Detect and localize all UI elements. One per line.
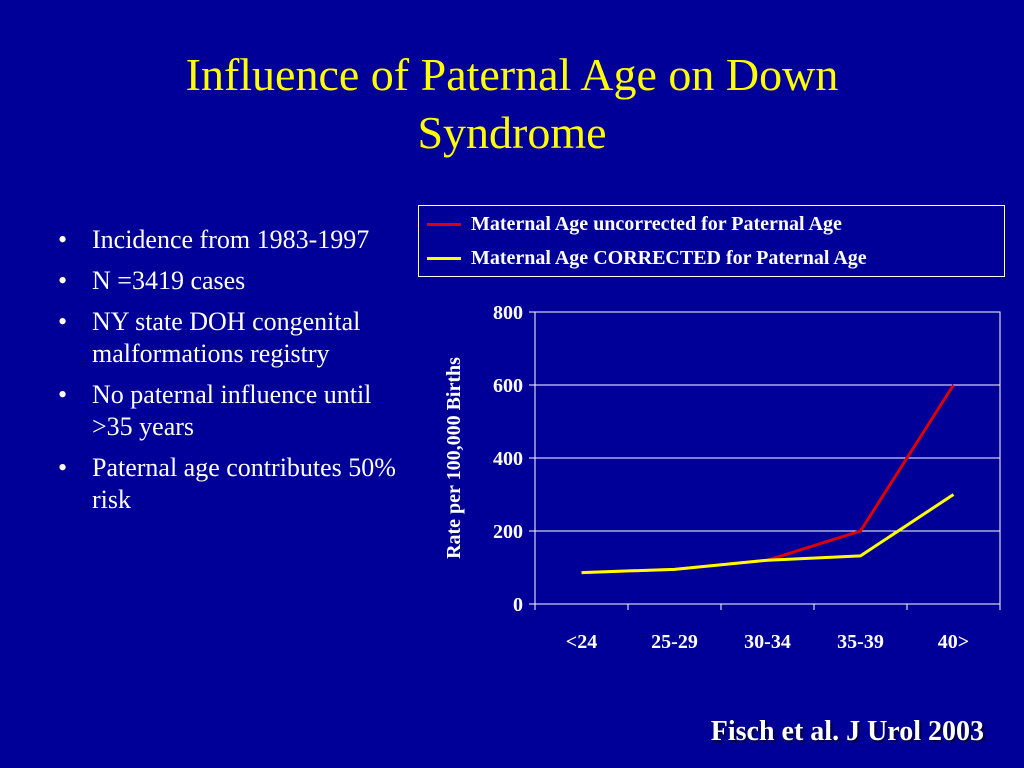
y-tick-label: 200 [493, 521, 523, 543]
legend-swatch-uncorrected [427, 222, 461, 226]
series-line-uncorrected [581, 384, 955, 575]
legend-swatch-corrected [427, 256, 461, 260]
bullet-text: Paternal age contributes 50% risk [92, 453, 396, 514]
bullet-marker: • [58, 453, 68, 482]
line-chart: 0 200 400 600 800 <24 25-29 30-34 35-39 40> Rate p… [443, 302, 1001, 653]
legend-label-corrected: Maternal Age CORRECTED for Paternal Age [471, 246, 867, 269]
legend-item-corrected: Maternal Age CORRECTED for Paternal Age [427, 244, 867, 272]
y-tick-label: 800 [493, 302, 523, 324]
bullet-text: Incidence from 1983-1997 [92, 225, 370, 254]
x-tick-label: 35-39 [837, 631, 884, 653]
y-tick-label: 0 [513, 594, 523, 616]
citation: Fisch et al. J Urol 2003 [710, 716, 984, 747]
legend-item-uncorrected: Maternal Age uncorrected for Paternal Ag… [427, 210, 842, 238]
x-tick-label: <24 [566, 631, 597, 653]
slide-title-line-2: Syndrome [417, 107, 607, 158]
bullet-marker: • [58, 307, 68, 336]
bullet-item: • No paternal influence until >35 years [56, 379, 396, 443]
x-tick-label: 25-29 [651, 631, 698, 653]
bullet-item: • NY state DOH congenital malformations r… [56, 306, 396, 370]
slide-title: Influence of Paternal Age on Down Syndro… [60, 46, 964, 162]
legend-label-uncorrected: Maternal Age uncorrected for Paternal Ag… [471, 212, 842, 235]
y-tick-label: 400 [493, 448, 523, 470]
bullet-marker: • [58, 380, 68, 409]
x-tick-label: 30-34 [744, 631, 791, 653]
bullet-text: N =3419 cases [92, 266, 246, 295]
slide-title-line-1: Influence of Paternal Age on Down [185, 49, 839, 100]
bullet-item: • Incidence from 1983-1997 [56, 224, 396, 256]
series-line-corrected [581, 493, 955, 575]
x-tick-label: 40> [938, 631, 969, 653]
bullet-text: NY state DOH congenital malformations re… [92, 307, 361, 368]
bullet-marker: • [58, 225, 68, 254]
y-tick-label: 600 [493, 375, 523, 397]
bullet-marker: • [58, 266, 68, 295]
bullet-text: No paternal influence until >35 years [92, 380, 372, 441]
bullet-item: • N =3419 cases [56, 265, 396, 297]
bullet-list: • Incidence from 1983-1997 • N =3419 cases… [56, 224, 396, 525]
y-axis-label: Rate per 100,000 Births [443, 357, 465, 559]
bullet-item: • Paternal age contributes 50% risk [56, 452, 396, 516]
chart-legend: Maternal Age uncorrected for Paternal Ag… [418, 205, 1005, 277]
